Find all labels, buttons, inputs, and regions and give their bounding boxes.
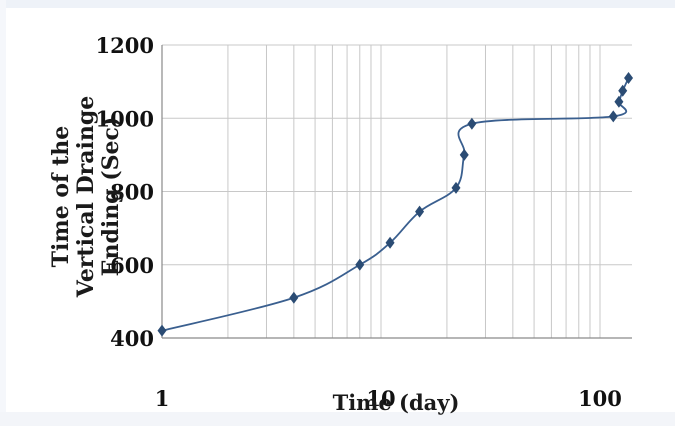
gridlines	[161, 44, 632, 339]
y-axis-title-line: Ending (Sec)	[98, 117, 124, 277]
data-point-marker	[467, 117, 477, 130]
x-tick-label: 1	[155, 386, 170, 411]
y-axis-title-line: Time of the	[48, 126, 74, 268]
data-point-marker	[624, 71, 634, 84]
x-axis-title: Time (day)	[333, 390, 460, 415]
data-point-marker	[459, 148, 469, 161]
data-point-marker	[385, 236, 395, 249]
data-point-marker	[618, 84, 628, 97]
data-point-marker	[157, 324, 167, 337]
x-tick-label: 10	[366, 386, 395, 411]
window-top-border	[0, 0, 675, 8]
series-line-group	[161, 77, 630, 332]
data-point-marker	[415, 205, 425, 218]
axes	[161, 45, 632, 339]
data-point-marker	[451, 181, 461, 194]
y-tick-label: 1000	[96, 106, 154, 131]
y-axis-title-line: Vertical Drainge	[73, 96, 99, 298]
data-point-marker	[614, 95, 624, 108]
window-bottom-border	[0, 412, 675, 426]
y-tick-label: 1200	[96, 33, 154, 58]
x-tick-label: 100	[578, 386, 622, 411]
series-line	[161, 77, 630, 332]
data-point-marker	[289, 291, 299, 304]
y-tick-label: 800	[110, 180, 154, 205]
x-tick-labels: 1 10 100	[155, 386, 622, 411]
data-point-marker	[608, 110, 618, 123]
y-axis-title: Time of theVertical DraingeEnding (Sec)	[48, 96, 124, 298]
y-tick-labels: 400 600 800 1000 1200	[96, 33, 154, 351]
y-tick-label: 600	[110, 253, 154, 278]
data-markers	[157, 71, 634, 337]
data-point-marker	[355, 258, 365, 271]
y-tick-label: 400	[110, 326, 154, 351]
window-left-border	[0, 0, 6, 426]
